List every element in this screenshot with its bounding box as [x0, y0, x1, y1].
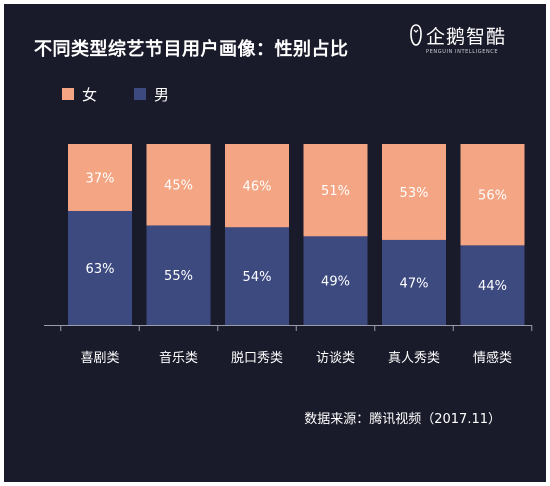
data-label-male-4: 47%	[400, 276, 429, 291]
bar-female-4	[382, 144, 446, 240]
data-label-male-2: 54%	[243, 270, 272, 285]
bar-male-2	[225, 227, 289, 325]
chart-title: 不同类型综艺节目用户画像：性别占比	[34, 39, 349, 60]
data-source: 数据来源：腾讯视频（2017.11）	[304, 412, 501, 427]
bar-male-4	[382, 239, 446, 325]
x-tick-label-4: 真人秀类	[388, 351, 440, 366]
stacked-bar-chart: 女 男 63% 37% 喜剧类 55% 45% 音乐类 54% 46% 脱口秀类 49% 51% 访谈类 4…	[44, 86, 533, 366]
data-label-female-1: 45%	[164, 179, 193, 194]
logo-name-cn: 企鹅智酷	[426, 26, 507, 48]
bar-male-1	[146, 225, 211, 325]
bar-female-1	[146, 144, 211, 226]
bar-male-5	[460, 245, 525, 325]
logo-name-en: PENGUIN INTELLIGENCE	[426, 49, 499, 55]
bar-female-3	[303, 144, 368, 237]
x-tick-label-5: 情感类	[473, 350, 512, 366]
legend-swatch-0	[62, 88, 74, 100]
data-label-female-4: 53%	[400, 186, 429, 201]
bar-female-5	[460, 144, 525, 246]
data-label-female-5: 56%	[478, 189, 507, 204]
x-tick-label-3: 访谈类	[316, 351, 355, 366]
data-label-male-0: 63%	[86, 262, 115, 277]
data-label-female-0: 37%	[86, 171, 115, 186]
data-label-female-2: 46%	[243, 180, 272, 195]
data-label-male-3: 49%	[321, 275, 350, 290]
data-label-female-3: 51%	[321, 184, 350, 199]
legend-label-0: 女	[82, 86, 97, 104]
x-tick-label-2: 脱口秀类	[231, 351, 283, 366]
bar-female-0	[68, 144, 132, 211]
bar-male-0	[68, 210, 132, 325]
x-tick-label-0: 喜剧类	[80, 351, 119, 366]
data-label-male-1: 55%	[164, 269, 193, 284]
legend-swatch-1	[134, 88, 146, 100]
bar-male-3	[303, 236, 368, 325]
data-label-male-5: 44%	[478, 279, 507, 294]
penguin-icon	[410, 24, 422, 46]
legend-label-1: 男	[154, 86, 169, 104]
x-tick-label-1: 音乐类	[159, 350, 198, 366]
bar-female-2	[225, 144, 289, 228]
chart-card: 不同类型综艺节目用户画像：性别占比 企鹅智酷 PENGUIN INTELLIGE…	[4, 4, 546, 482]
brand-logo: 企鹅智酷 PENGUIN INTELLIGENCE	[408, 22, 518, 62]
